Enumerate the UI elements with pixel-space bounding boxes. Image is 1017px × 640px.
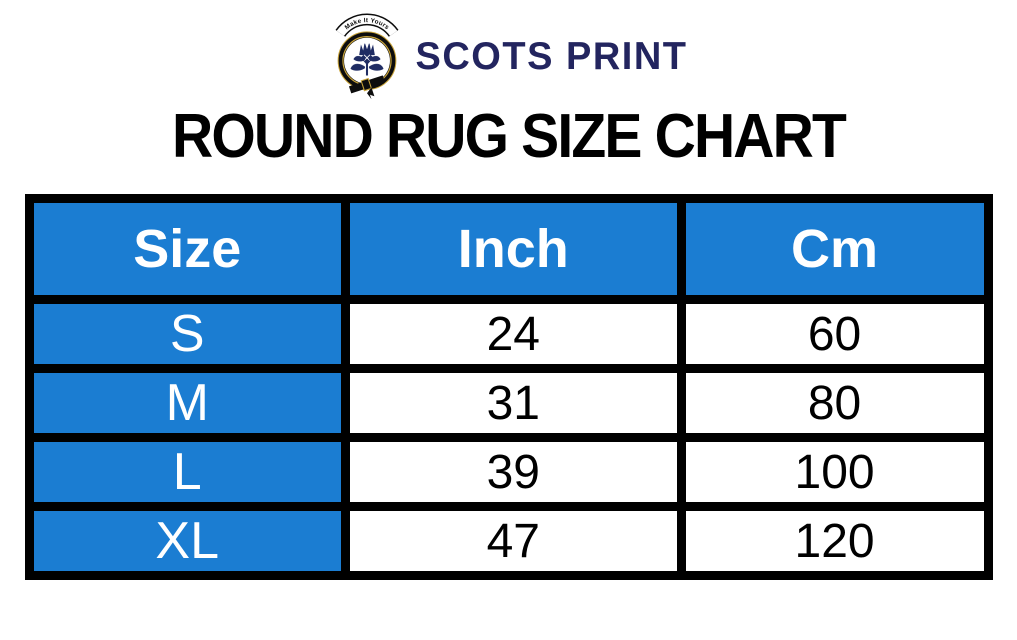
page-title: ROUND RUG SIZE CHART (171, 102, 847, 171)
column-header-inch: Inch (340, 194, 686, 304)
clan-crest-icon: Make It Yours (335, 13, 398, 100)
size-chart-table: Size Inch Cm S 24 60 M 31 80 L 39 100 XL… (24, 194, 993, 580)
size-label: S (24, 295, 350, 373)
table-row-m: M 31 80 (24, 364, 993, 442)
inch-value: 47 (340, 502, 686, 580)
inch-value: 31 (340, 364, 686, 442)
size-label: XL (24, 502, 350, 580)
size-label: M (24, 364, 350, 442)
cm-value: 80 (676, 364, 993, 442)
size-label: L (24, 433, 350, 511)
table-row-s: S 24 60 (24, 295, 993, 373)
brand-header: Make It Yours SCOTS PRINT (0, 12, 1017, 102)
thistle-glyph (350, 43, 384, 76)
belt-buckle-glyph (348, 75, 385, 94)
column-header-cm: Cm (676, 194, 993, 304)
inch-value: 39 (340, 433, 686, 511)
column-header-size: Size (24, 194, 350, 304)
cm-value: 100 (676, 433, 993, 511)
table-row-l: L 39 100 (24, 433, 993, 511)
inch-value: 24 (340, 295, 686, 373)
table-header-row: Size Inch Cm (24, 194, 993, 304)
cm-value: 120 (676, 502, 993, 580)
brand-wordmark: SCOTS PRINT (415, 35, 688, 78)
table-row-xl: XL 47 120 (24, 502, 993, 580)
cm-value: 60 (676, 295, 993, 373)
